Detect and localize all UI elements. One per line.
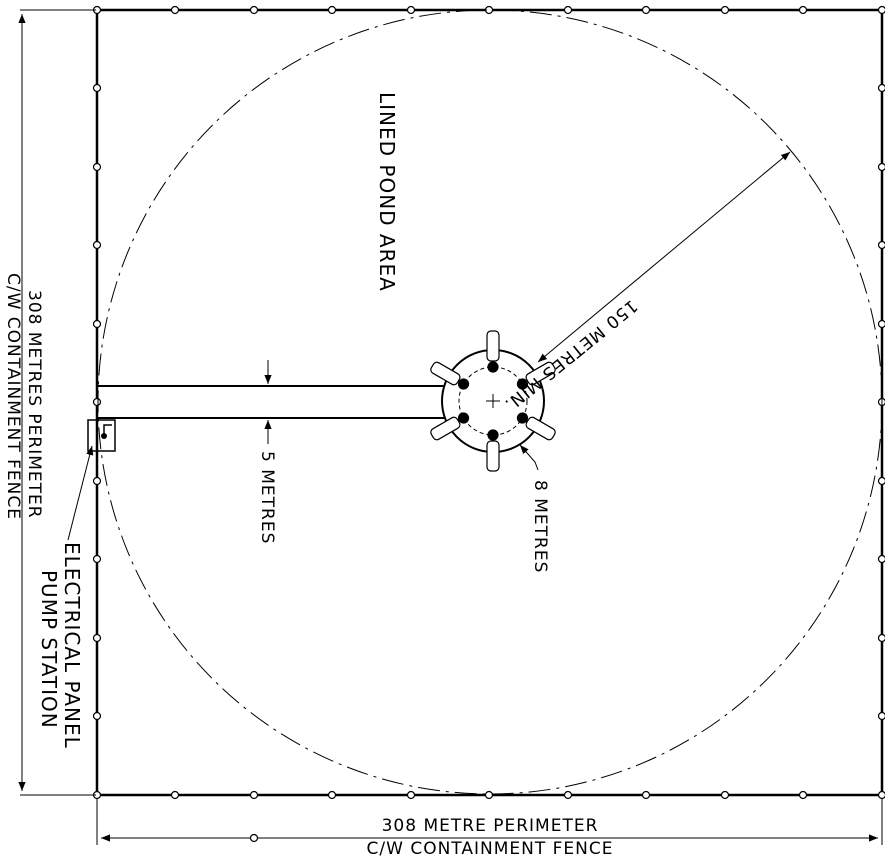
electrical-leader <box>67 445 94 541</box>
electrical-panel-label: ELECTRICAL PANEL <box>60 542 84 749</box>
bottom-dimension <box>96 798 883 845</box>
pump-station-label: PUMP STATION <box>37 570 61 729</box>
side-dimension-label-1: 308 METRES PERIMETER <box>24 290 44 519</box>
aerator-units <box>430 330 556 472</box>
containment-fence <box>95 8 884 797</box>
bottom-dimension-label-1: 308 METRE PERIMETER <box>382 816 599 836</box>
bottom-dimension-label-2: C/W CONTAINMENT FENCE <box>367 839 614 859</box>
platform-diameter-label: 8 METRES <box>530 480 550 573</box>
radius-label: 150 METRES MIN. <box>500 295 641 415</box>
pond-boundary <box>97 9 883 795</box>
side-dimension <box>18 9 96 796</box>
access-channel <box>97 385 444 419</box>
channel-width-label: 5 METRES <box>257 451 277 544</box>
electrical-panel <box>87 419 116 452</box>
pond-area-label: LINED POND AREA <box>375 92 399 292</box>
platform-leader <box>519 444 539 471</box>
side-dimension-label-2: C/W CONTAINMENT FENCE <box>3 273 23 520</box>
radius-dimension <box>537 151 791 363</box>
bottom-gate-post <box>249 833 259 843</box>
